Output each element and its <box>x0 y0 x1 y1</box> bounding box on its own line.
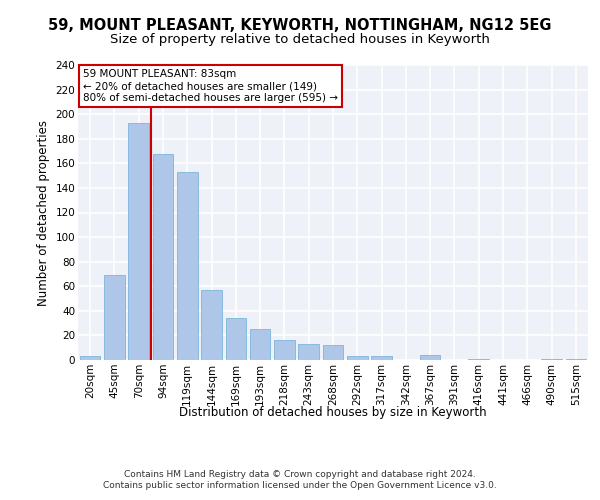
Bar <box>298 344 319 360</box>
Text: Distribution of detached houses by size in Keyworth: Distribution of detached houses by size … <box>179 406 487 419</box>
Bar <box>566 359 586 360</box>
Bar <box>104 275 125 360</box>
Text: 59, MOUNT PLEASANT, KEYWORTH, NOTTINGHAM, NG12 5EG: 59, MOUNT PLEASANT, KEYWORTH, NOTTINGHAM… <box>48 18 552 32</box>
Bar <box>177 172 197 360</box>
Text: 59 MOUNT PLEASANT: 83sqm
← 20% of detached houses are smaller (149)
80% of semi-: 59 MOUNT PLEASANT: 83sqm ← 20% of detach… <box>83 70 338 102</box>
Text: Contains HM Land Registry data © Crown copyright and database right 2024.
Contai: Contains HM Land Registry data © Crown c… <box>103 470 497 490</box>
Bar <box>80 356 100 360</box>
Bar <box>274 340 295 360</box>
Bar <box>541 359 562 360</box>
Bar <box>469 359 489 360</box>
Bar <box>420 355 440 360</box>
Bar <box>347 356 368 360</box>
Text: Size of property relative to detached houses in Keyworth: Size of property relative to detached ho… <box>110 32 490 46</box>
Bar <box>250 330 271 360</box>
Bar <box>128 123 149 360</box>
Y-axis label: Number of detached properties: Number of detached properties <box>37 120 50 306</box>
Bar <box>371 356 392 360</box>
Bar <box>323 345 343 360</box>
Bar <box>152 154 173 360</box>
Bar <box>201 290 222 360</box>
Bar <box>226 318 246 360</box>
